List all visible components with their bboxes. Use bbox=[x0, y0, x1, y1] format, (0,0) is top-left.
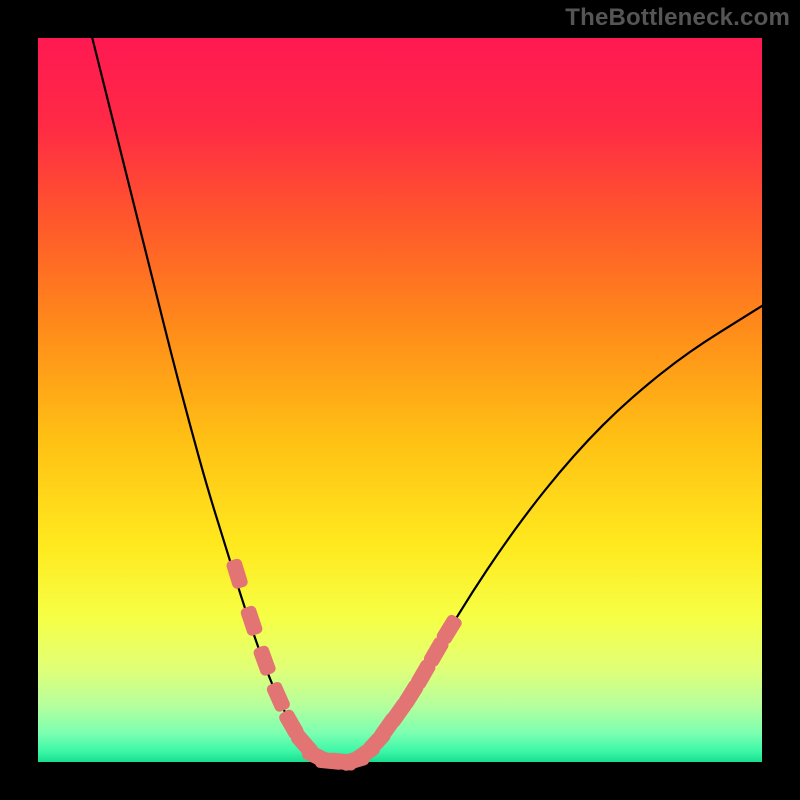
watermark-text: TheBottleneck.com bbox=[565, 4, 790, 32]
plot-area bbox=[38, 38, 762, 762]
